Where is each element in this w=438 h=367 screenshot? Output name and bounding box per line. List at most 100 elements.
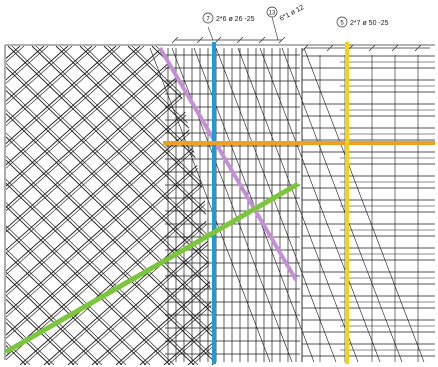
diagonal-bar	[312, 46, 438, 365]
diagonal-bar	[6, 46, 215, 365]
diagonal-bar	[6, 46, 103, 365]
dimension-tick	[391, 44, 399, 52]
diagonal-bar	[6, 46, 215, 365]
callout-text-5: 2*7 ø 50 -25	[350, 20, 389, 27]
diagonal-bar	[6, 46, 93, 365]
diagonal-bar	[83, 46, 215, 365]
diagonal-bar	[6, 46, 215, 365]
diagonal-bar	[392, 46, 438, 365]
diagonal-bar	[428, 46, 438, 365]
highlighted-bars	[4, 42, 435, 364]
highlight-bar-13	[158, 46, 298, 282]
diagonal-bar	[6, 46, 97, 365]
diagonal-bar	[380, 46, 438, 365]
diagonal-bar	[6, 46, 169, 365]
diagonal-bar	[6, 46, 69, 365]
diagonal-bar	[6, 46, 215, 365]
dimension-tick	[326, 44, 334, 52]
diagonal-bar	[6, 46, 215, 365]
diagonal-bar	[6, 46, 199, 365]
diagonal-bar	[6, 46, 123, 365]
diagonal-bar	[6, 46, 99, 365]
callout-number-5: 5	[340, 21, 344, 27]
diagonal-bar	[356, 46, 438, 365]
diagonal-bar	[6, 46, 215, 365]
diagonal-bar	[344, 46, 438, 365]
callout-bubble-5	[336, 16, 348, 28]
highlight-bar-diagonal	[4, 181, 300, 355]
dimension-tick	[171, 36, 179, 44]
diagonal-bar	[372, 46, 438, 365]
callout-bubble-7	[202, 12, 214, 24]
diagonal-bar	[143, 46, 215, 365]
diagonal-bar	[6, 46, 193, 365]
callout-text-13: 6*1 ø 12	[279, 4, 306, 23]
callout-13: 13 6*1 ø 12	[266, 4, 306, 41]
diagonal-bar	[6, 46, 141, 365]
diagonal-bar	[6, 46, 215, 365]
callout-bubble-13	[266, 6, 278, 18]
diagonal-bar	[6, 46, 145, 365]
diagonal-bar	[276, 46, 438, 365]
diagonal-bar	[35, 46, 215, 365]
diagonal-bar	[31, 46, 215, 365]
diagonal-bar	[6, 46, 147, 365]
diagonal-bar	[6, 46, 213, 365]
diagonal-bar	[71, 46, 215, 365]
diagonal-bar	[303, 47, 425, 363]
diagonal-bar	[420, 46, 438, 365]
callout-text-7: 2*6 ø 26 -25	[216, 16, 255, 23]
diagonal-bar	[6, 46, 215, 365]
diagonal-bar	[384, 46, 438, 365]
diagonal-bar	[432, 46, 438, 365]
diagonal-bar	[6, 46, 79, 365]
dimension-tick	[301, 44, 309, 52]
diagonal-bar	[6, 46, 195, 365]
diagonal-bar	[7, 46, 215, 365]
diagonal-bar	[6, 46, 215, 365]
dimension-tick	[278, 36, 286, 44]
diagonal-bar	[107, 46, 215, 365]
diagonal-bar	[320, 46, 438, 365]
diagonal-bar	[308, 46, 438, 365]
diagonal-bar	[348, 46, 438, 365]
diagonal-bar	[6, 46, 75, 365]
diagonal-bar	[6, 46, 121, 365]
diagonal-bar	[6, 46, 117, 365]
diagonal-bar	[55, 46, 215, 365]
diagonal-bar	[368, 46, 438, 365]
diagonal-bar	[6, 46, 189, 365]
diagonal-bar	[6, 46, 73, 365]
diagonal-bar	[67, 46, 215, 365]
callout-number-7: 7	[206, 17, 210, 23]
diagonal-bar	[6, 46, 175, 365]
diagonal-bar	[284, 46, 438, 365]
diagonal-bar	[6, 46, 215, 365]
diagonal-bar	[215, 47, 337, 363]
diagonal-bar	[0, 46, 2, 365]
diagonal-bar	[79, 46, 215, 365]
diagonal-bar	[43, 46, 215, 365]
dimension-tick	[236, 36, 244, 44]
diagonal-bar	[6, 46, 27, 365]
diagonal-rebar-mesh	[0, 46, 438, 365]
dimension-tick	[368, 44, 376, 52]
diagonal-bar	[6, 46, 215, 365]
diagonal-bar	[6, 46, 215, 365]
callout-7: 7 2*6 ø 26 -25	[202, 12, 255, 41]
callout-5: 5 2*7 ø 50 -25	[336, 16, 389, 28]
diagonal-bar	[6, 46, 215, 365]
diagonal-bar	[296, 46, 438, 365]
diagonal-bar	[47, 46, 215, 365]
dimension-tick	[196, 36, 204, 44]
diagonal-bar	[6, 46, 215, 365]
callouts: 7 2*6 ø 26 -25 13 6*1 ø 12 5 2*7 ø 50 -2…	[202, 4, 389, 41]
diagonal-bar	[396, 46, 438, 365]
diagonal-bar	[6, 46, 215, 365]
diagonal-bar	[6, 46, 215, 365]
diagonal-bar	[6, 46, 215, 365]
diagonal-bar	[6, 46, 171, 365]
diagonal-bar	[11, 46, 215, 365]
diagonal-bar	[95, 46, 215, 365]
diagonal-bar	[59, 46, 215, 365]
